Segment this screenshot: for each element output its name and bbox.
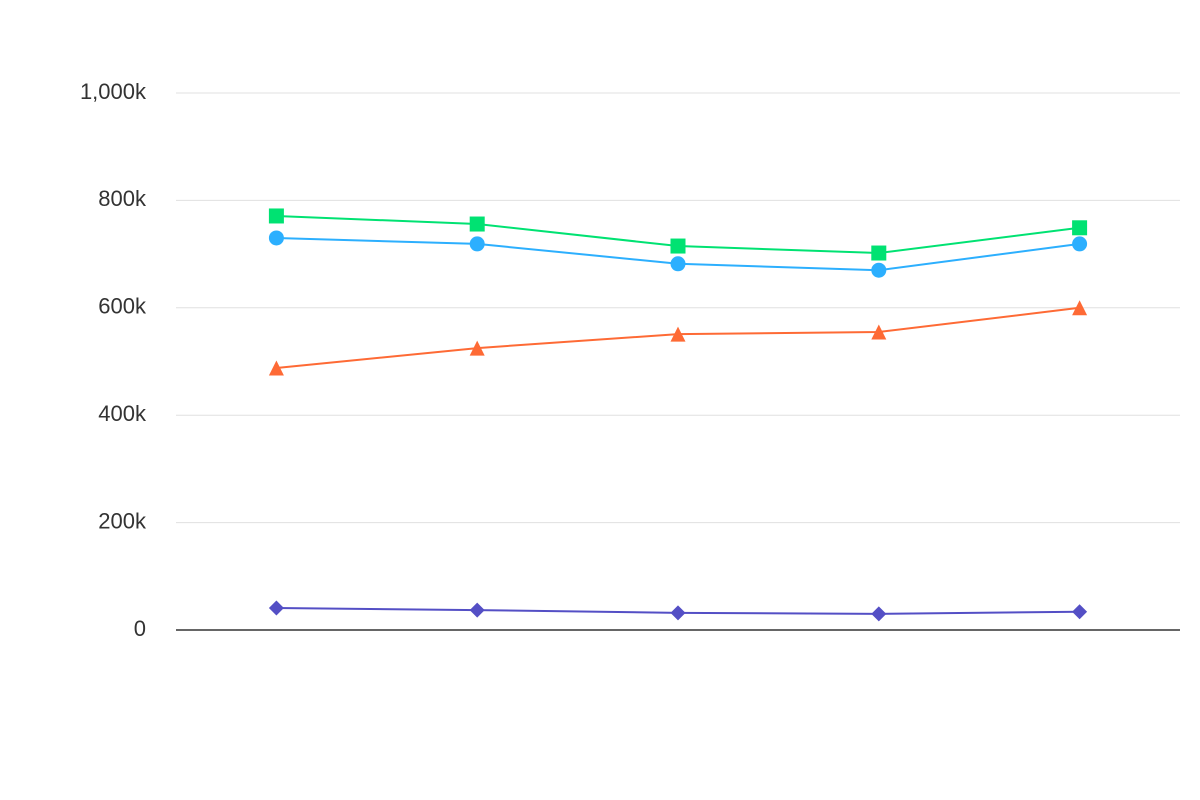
marker: [268, 600, 284, 616]
marker: [871, 324, 887, 340]
marker: [469, 236, 485, 252]
marker: [1072, 604, 1088, 620]
y-tick-label: 0: [134, 616, 146, 641]
y-tick-label: 200k: [98, 508, 147, 533]
marker: [469, 216, 485, 232]
marker: [268, 360, 284, 376]
marker: [871, 606, 887, 622]
marker: [469, 340, 485, 356]
marker: [670, 605, 686, 621]
marker: [469, 602, 485, 618]
y-tick-label: 1,000k: [80, 79, 147, 104]
marker: [670, 238, 686, 254]
marker: [1072, 300, 1088, 316]
marker: [268, 208, 284, 224]
marker: [1072, 220, 1088, 236]
y-tick-label: 600k: [98, 294, 147, 319]
y-tick-label: 400k: [98, 401, 147, 426]
marker: [670, 326, 686, 342]
marker: [670, 256, 686, 272]
marker: [871, 245, 887, 261]
marker: [1072, 236, 1088, 252]
y-tick-label: 800k: [98, 186, 147, 211]
marker: [268, 230, 284, 246]
marker: [871, 262, 887, 278]
